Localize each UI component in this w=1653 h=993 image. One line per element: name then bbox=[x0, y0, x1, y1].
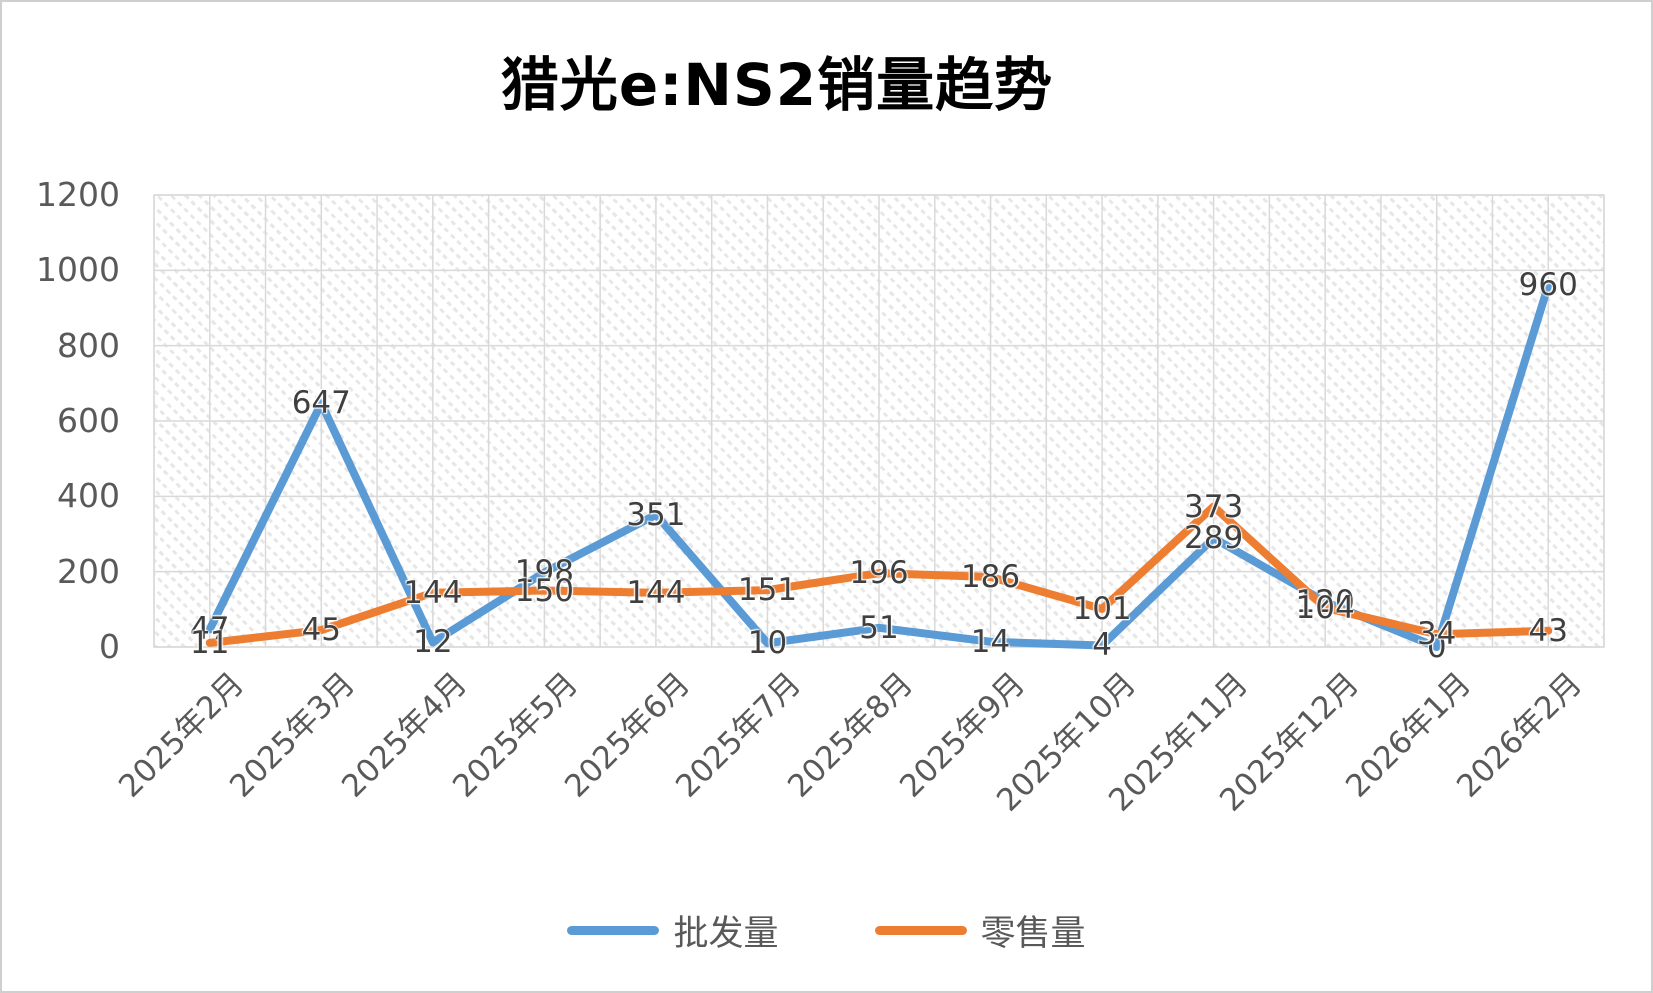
legend-label: 零售量 bbox=[980, 913, 1086, 954]
data-label-零售量: 43 bbox=[1528, 612, 1568, 649]
legend-item-批发量: 批发量 bbox=[567, 905, 779, 956]
data-label-批发量: 289 bbox=[1184, 520, 1244, 557]
data-label-批发量: 47 bbox=[190, 611, 230, 648]
data-label-批发量: 120 bbox=[1295, 583, 1355, 620]
data-label-批发量: 51 bbox=[859, 609, 899, 646]
data-label-零售量: 34 bbox=[1416, 616, 1457, 653]
data-label-零售量: 45 bbox=[301, 612, 342, 649]
y-tick-label: 1000 bbox=[36, 250, 120, 290]
series-line-零售量 bbox=[205, 502, 1553, 647]
legend-line-swatch bbox=[874, 925, 967, 935]
data-label-批发量: 351 bbox=[626, 496, 686, 533]
legend: 批发量 零售量 bbox=[2, 900, 1651, 960]
data-label-批发量: 10 bbox=[747, 625, 788, 662]
data-label-批发量: 0 bbox=[1426, 629, 1447, 665]
data-label-批发量: 647 bbox=[291, 385, 351, 422]
series-line-批发量 bbox=[205, 281, 1553, 651]
data-label-零售量: 150 bbox=[514, 572, 574, 609]
legend-item-零售量: 零售量 bbox=[874, 905, 1086, 956]
plot-border bbox=[153, 194, 1605, 648]
data-label-零售量: 104 bbox=[1295, 589, 1355, 626]
y-tick-label: 1200 bbox=[36, 175, 120, 214]
data-label-批发量: 14 bbox=[970, 623, 1011, 660]
data-label-零售量: 144 bbox=[626, 574, 686, 611]
data-label-零售量: 101 bbox=[1072, 590, 1132, 627]
data-label-零售量: 196 bbox=[849, 555, 909, 592]
data-label-批发量: 12 bbox=[413, 624, 453, 661]
data-label-零售量: 144 bbox=[403, 574, 463, 611]
y-tick-label: 600 bbox=[57, 401, 120, 440]
data-label-零售量: 151 bbox=[737, 572, 798, 609]
data-label-批发量: 960 bbox=[1518, 267, 1578, 304]
legend-line-swatch bbox=[567, 925, 660, 935]
y-tick-label: 400 bbox=[57, 476, 120, 516]
legend-label: 批发量 bbox=[673, 913, 779, 954]
y-tick-label: 200 bbox=[57, 551, 120, 591]
y-tick-label: 0 bbox=[99, 627, 120, 666]
y-tick-label: 800 bbox=[57, 325, 120, 365]
data-label-零售量: 186 bbox=[960, 558, 1021, 595]
data-label-零售量: 11 bbox=[190, 624, 230, 661]
data-label-批发量: 198 bbox=[514, 554, 574, 591]
data-label-批发量: 4 bbox=[1092, 627, 1112, 664]
data-label-零售量: 373 bbox=[1184, 488, 1244, 525]
chart-title: 猎光e:NS2销量趋势 bbox=[500, 51, 1054, 119]
